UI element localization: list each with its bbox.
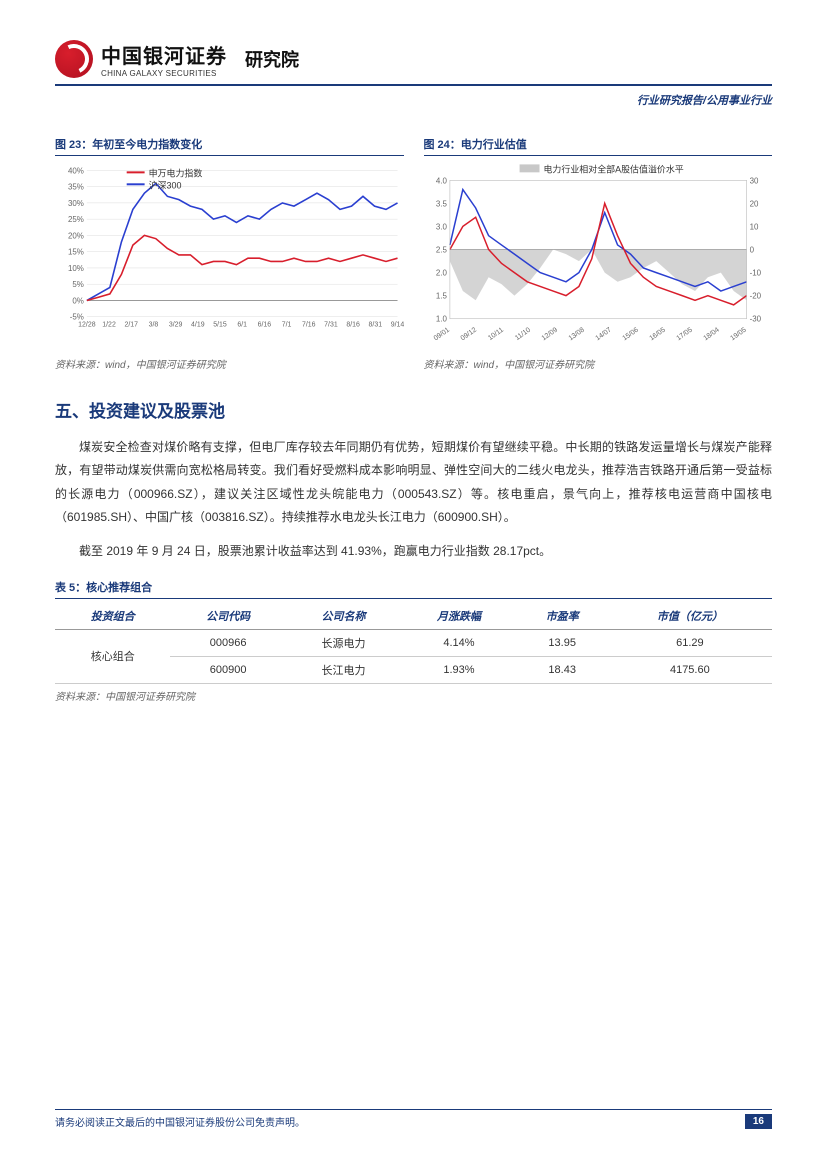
department-name: 研究院	[245, 46, 299, 72]
section-5-para1: 煤炭安全检查对煤价略有支撑，但电厂库存较去年同期仍有优势，短期煤价有望继续平稳。…	[55, 436, 772, 530]
svg-text:-5%: -5%	[70, 313, 84, 322]
svg-text:11/10: 11/10	[514, 327, 532, 343]
charts-row: 图 23：年初至今电力指数变化 -5% 0% 5% 10% 15% 20% 25% 30% 35…	[55, 136, 772, 371]
svg-text:15%: 15%	[68, 248, 84, 257]
company-name-cn: 中国银河证券	[101, 40, 227, 69]
svg-text:0: 0	[749, 246, 754, 255]
svg-text:3/8: 3/8	[149, 322, 159, 329]
svg-text:1/22: 1/22	[102, 322, 116, 329]
svg-text:8/31: 8/31	[369, 322, 383, 329]
svg-text:09/01: 09/01	[432, 327, 450, 343]
svg-text:0%: 0%	[72, 296, 83, 305]
svg-text:09/12: 09/12	[459, 327, 477, 343]
svg-text:电力行业相对全部A股估值溢价水平: 电力行业相对全部A股估值溢价水平	[543, 163, 683, 174]
report-category: 行业研究报告/公用事业行业	[55, 92, 772, 108]
table-5-cell: 61.29	[608, 629, 772, 656]
svg-text:20%: 20%	[68, 231, 84, 240]
svg-text:-10: -10	[749, 269, 761, 278]
svg-text:18/04: 18/04	[702, 327, 720, 343]
table-5-title: 表 5：核心推荐组合	[55, 579, 772, 599]
table-5-source: 资料来源：中国银河证券研究院	[55, 688, 772, 703]
table-5-cell: 长江电力	[286, 656, 401, 683]
svg-text:3.0: 3.0	[435, 222, 447, 231]
svg-text:2.5: 2.5	[435, 246, 447, 255]
table-5-col-header: 市值（亿元）	[608, 603, 772, 630]
table-5-col-header: 公司代码	[170, 603, 285, 630]
svg-text:-30: -30	[749, 315, 761, 324]
svg-text:17/05: 17/05	[675, 327, 693, 343]
chart-24-source: 资料来源：wind，中国银河证券研究院	[424, 356, 773, 371]
table-5-col-header: 月涨跌幅	[401, 603, 516, 630]
svg-text:3.5: 3.5	[435, 199, 447, 208]
chart-23-title: 图 23：年初至今电力指数变化	[55, 136, 404, 156]
chart-24-block: 图 24：电力行业估值 1.0 1.5 2.0 2.5 3.0 3.5 4.0 -30 -20 -…	[424, 136, 773, 371]
table-5-cell: 600900	[170, 656, 285, 683]
svg-text:30: 30	[749, 176, 758, 185]
svg-text:6/1: 6/1	[237, 322, 247, 329]
table-5-cell: 000966	[170, 629, 285, 656]
chart-23-block: 图 23：年初至今电力指数变化 -5% 0% 5% 10% 15% 20% 25% 30% 35…	[55, 136, 404, 371]
page-footer: 请务必阅读正文最后的中国银河证券股份公司免责声明。 16	[55, 1109, 772, 1129]
company-name-en: CHINA GALAXY SECURITIES	[101, 69, 227, 78]
svg-text:19/05: 19/05	[729, 327, 747, 343]
chart-24-title: 图 24：电力行业估值	[424, 136, 773, 156]
table-5-cell: 4.14%	[401, 629, 516, 656]
svg-text:2/17: 2/17	[124, 322, 138, 329]
svg-text:9/14: 9/14	[391, 322, 404, 329]
table-5-header-row: 投资组合公司代码公司名称月涨跌幅市盈率市值（亿元）	[55, 603, 772, 630]
svg-text:3/29: 3/29	[169, 322, 183, 329]
svg-text:10%: 10%	[68, 264, 84, 273]
svg-text:-20: -20	[749, 292, 761, 301]
svg-text:6/16: 6/16	[258, 322, 272, 329]
svg-text:15/06: 15/06	[621, 327, 639, 343]
svg-text:12/28: 12/28	[78, 322, 96, 329]
table-5: 投资组合公司代码公司名称月涨跌幅市盈率市值（亿元） 核心组合000966长源电力…	[55, 603, 772, 684]
chart-23-svg: -5% 0% 5% 10% 15% 20% 25% 30% 35% 40% 12/28 1/22 2/1…	[55, 162, 404, 347]
chart-23-source: 资料来源：wind，中国银河证券研究院	[55, 356, 404, 371]
svg-text:13/08: 13/08	[567, 327, 585, 343]
page-header: 中国银河证券 CHINA GALAXY SECURITIES 研究院	[55, 40, 772, 78]
svg-text:7/16: 7/16	[302, 322, 316, 329]
page-number: 16	[745, 1114, 772, 1129]
svg-text:申万电力指数: 申万电力指数	[149, 167, 203, 178]
chart-24-svg: 1.0 1.5 2.0 2.5 3.0 3.5 4.0 -30 -20 -10 0 10 20 30 09/…	[424, 162, 773, 347]
company-logo	[55, 40, 93, 78]
svg-text:10/11: 10/11	[487, 327, 505, 343]
table-5-col-header: 市盈率	[517, 603, 608, 630]
svg-text:25%: 25%	[68, 215, 84, 224]
footer-disclaimer: 请务必阅读正文最后的中国银河证券股份公司免责声明。	[55, 1114, 305, 1129]
svg-text:5/15: 5/15	[213, 322, 227, 329]
table-5-cell: 1.93%	[401, 656, 516, 683]
svg-text:7/1: 7/1	[282, 322, 292, 329]
svg-text:12/09: 12/09	[540, 327, 558, 343]
table-5-cell: 长源电力	[286, 629, 401, 656]
svg-text:16/05: 16/05	[648, 327, 666, 343]
svg-text:7/31: 7/31	[324, 322, 338, 329]
svg-text:沪深300: 沪深300	[149, 179, 182, 190]
svg-text:20: 20	[749, 199, 758, 208]
table-5-col-header: 公司名称	[286, 603, 401, 630]
svg-text:5%: 5%	[72, 280, 83, 289]
svg-text:35%: 35%	[68, 183, 84, 192]
section-5-para2: 截至 2019 年 9 月 24 日，股票池累计收益率达到 41.93%，跑赢电…	[55, 540, 772, 563]
svg-text:1.5: 1.5	[435, 292, 447, 301]
table-5-cell: 13.95	[517, 629, 608, 656]
svg-text:2.0: 2.0	[435, 269, 447, 278]
svg-text:1.0: 1.0	[435, 315, 447, 324]
svg-text:8/16: 8/16	[346, 322, 360, 329]
table-5-col-header: 投资组合	[55, 603, 170, 630]
svg-text:40%: 40%	[68, 166, 84, 175]
section-5-title: 五、投资建议及股票池	[55, 397, 772, 422]
svg-text:10: 10	[749, 222, 758, 231]
svg-text:4.0: 4.0	[435, 176, 447, 185]
svg-text:30%: 30%	[68, 199, 84, 208]
table-5-cell: 4175.60	[608, 656, 772, 683]
table-5-cell: 18.43	[517, 656, 608, 683]
header-rule	[55, 84, 772, 86]
logo-text-block: 中国银河证券 CHINA GALAXY SECURITIES	[101, 40, 227, 78]
table-row: 核心组合000966长源电力4.14%13.9561.29	[55, 629, 772, 656]
svg-text:4/19: 4/19	[191, 322, 205, 329]
svg-text:14/07: 14/07	[594, 327, 612, 343]
table-5-group-cell: 核心组合	[55, 629, 170, 683]
